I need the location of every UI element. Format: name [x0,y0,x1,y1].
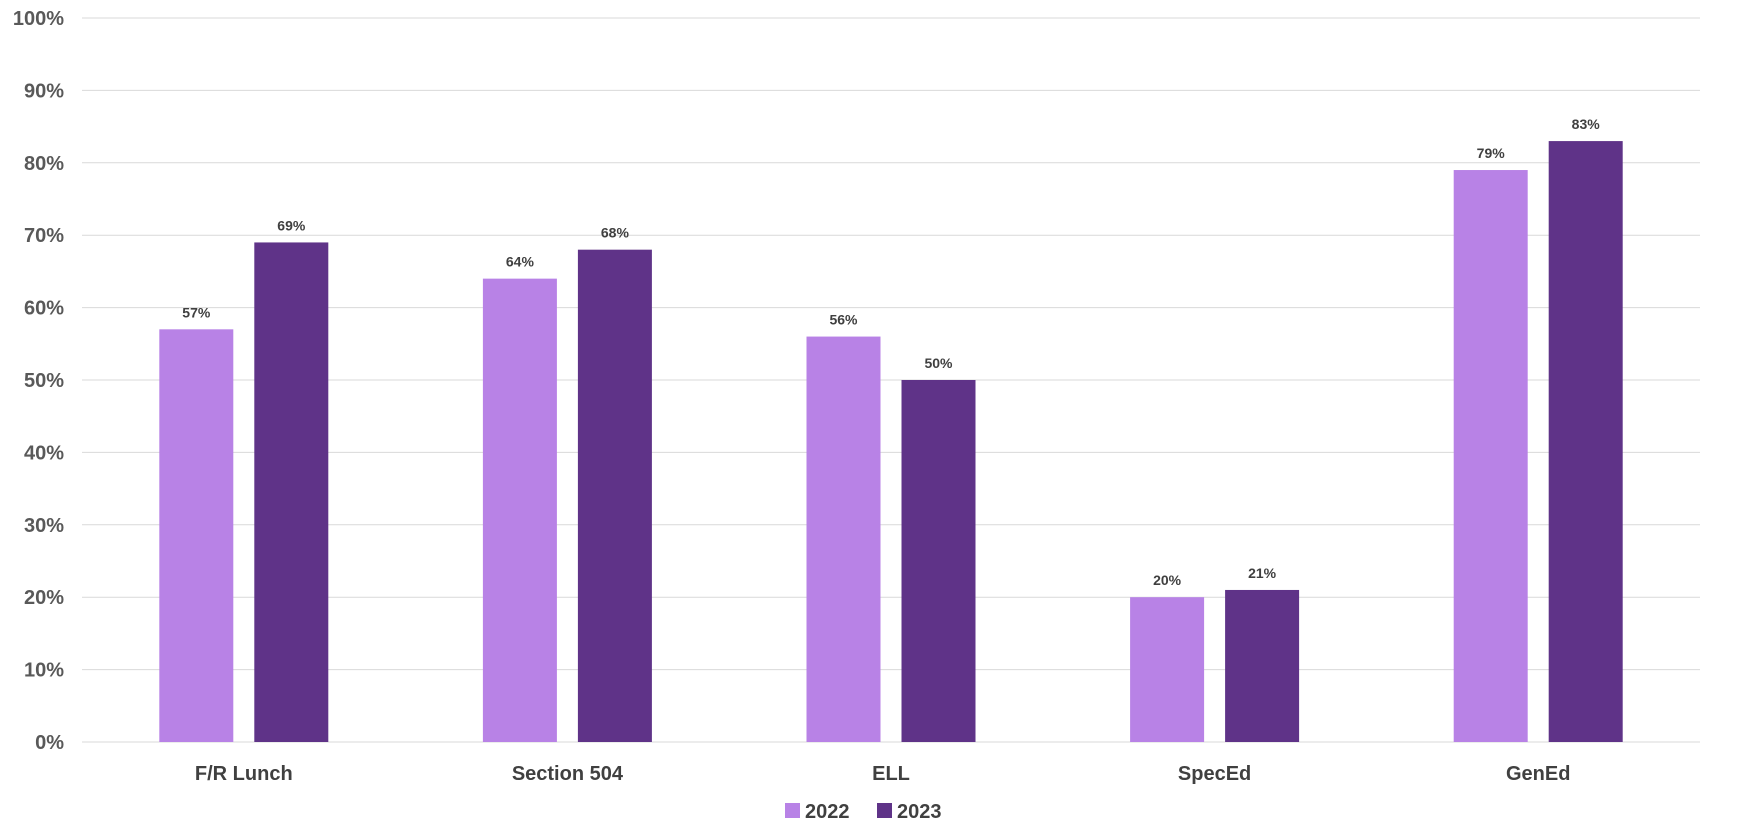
y-tick-label: 60% [24,298,64,320]
x-axis-category-labels: F/R Lunch Section 504 ELL SpecEd GenEd [195,763,1571,785]
legend-item-2022: 2022 [785,801,850,823]
y-tick-label: 100% [13,8,64,30]
y-tick-label: 0% [35,732,64,754]
y-tick-label: 50% [24,370,64,392]
data-label: 69% [277,217,306,233]
bar-2023-ell [901,380,976,742]
data-label: 79% [1477,145,1506,161]
bar-2023-speced [1225,589,1300,742]
legend-swatch [785,803,800,818]
bar-2023-gened [1548,141,1623,742]
y-tick-label: 90% [24,80,64,102]
x-category-label: ELL [872,763,910,785]
y-tick-label: 10% [24,660,64,682]
data-label: 20% [1153,572,1182,588]
data-label: 57% [182,304,211,320]
legend-swatch [877,803,892,818]
data-labels: 57% 69% 64% 68% 56% 50% 20% 21% 79% 83% [182,116,1600,588]
gridlines [82,17,1700,743]
x-category-label: Section 504 [512,763,624,785]
bar-2022-gened [1453,170,1528,743]
legend-label: 2022 [805,801,850,823]
x-category-label: GenEd [1506,763,1570,785]
data-label: 68% [601,225,630,241]
x-category-label: SpecEd [1178,763,1251,785]
bar-2023-section-504 [577,249,652,742]
data-label: 56% [829,312,858,328]
legend: 2022 2023 [785,801,942,823]
legend-item-2023: 2023 [877,801,942,823]
bar-2022-f-r-lunch [159,329,234,742]
bar-2022-ell [806,336,881,742]
bars [159,141,1623,743]
y-tick-label: 40% [24,442,64,464]
data-label: 50% [924,355,953,371]
data-label: 21% [1248,565,1277,581]
bar-2022-section-504 [482,278,557,742]
x-category-label: F/R Lunch [195,763,293,785]
y-tick-label: 20% [24,587,64,609]
bar-2022-speced [1130,597,1205,742]
y-tick-label: 30% [24,515,64,537]
legend-label: 2023 [897,801,942,823]
y-tick-label: 70% [24,225,64,247]
y-tick-label: 80% [24,153,64,175]
data-label: 83% [1572,116,1601,132]
y-axis-tick-labels: 0% 10% 20% 30% 40% 50% 60% 70% 80% 90% 100% [13,8,64,754]
bar-2023-f-r-lunch [254,242,329,742]
data-label: 64% [506,254,535,270]
